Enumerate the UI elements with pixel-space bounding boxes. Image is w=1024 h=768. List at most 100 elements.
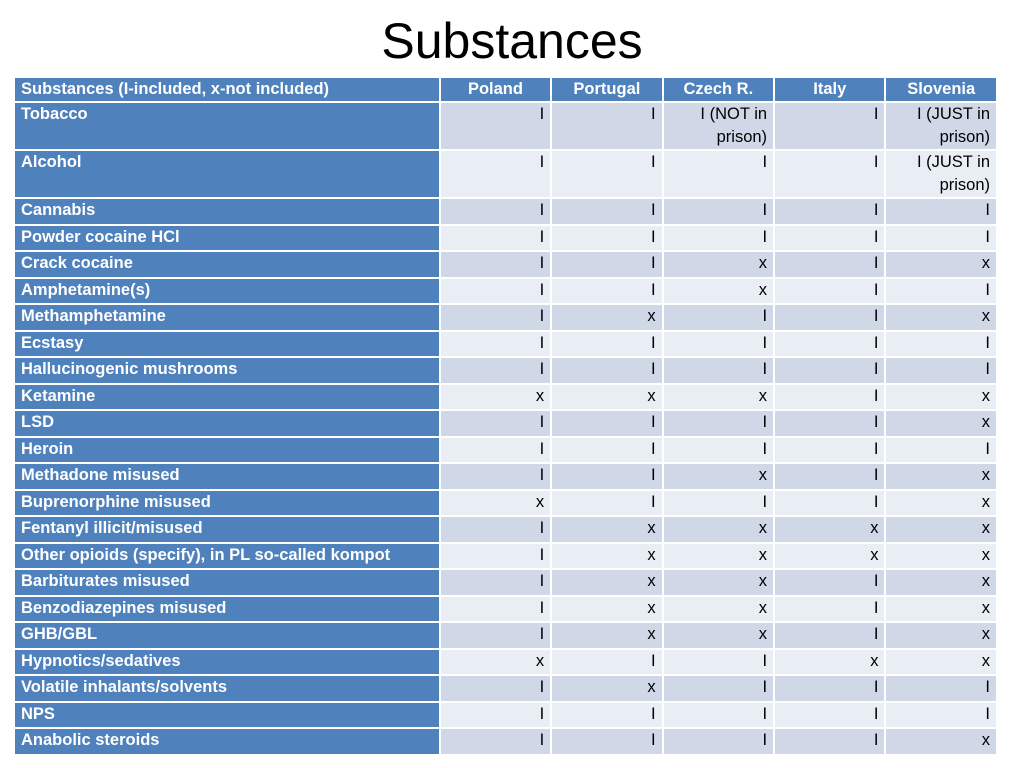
- row-label-substance: Methamphetamine: [15, 305, 439, 330]
- cell-poland: I: [440, 570, 551, 595]
- cell-portugal: I: [552, 729, 662, 754]
- table-row: Tobacco I I I (NOT in prison) I I (JUST in pr…: [15, 103, 996, 149]
- table-row: Ecstasy I I I I I: [15, 331, 996, 356]
- cell-czech: x: [663, 517, 774, 542]
- row-label-substance: Hallucinogenic mushrooms: [15, 358, 439, 383]
- row-label-substance: Ecstasy: [15, 331, 439, 356]
- cell-slovenia: x: [886, 570, 996, 595]
- cell-italy: x: [775, 543, 885, 568]
- cell-portugal: I: [552, 151, 662, 197]
- cell-poland: I: [440, 411, 551, 436]
- cell-poland: I: [440, 702, 551, 727]
- cell-italy: I: [775, 199, 885, 224]
- cell-italy: I: [775, 103, 885, 149]
- cell-slovenia: I: [886, 437, 996, 462]
- cell-italy: I: [775, 411, 885, 436]
- cell-czech: x: [663, 543, 774, 568]
- table-body: Tobacco I I I (NOT in prison) I I (JUST in pr…: [15, 103, 996, 754]
- cell-slovenia: x: [886, 649, 996, 674]
- cell-czech: I: [663, 225, 774, 250]
- row-label-substance: Buprenorphine misused: [15, 490, 439, 515]
- row-label-substance: Heroin: [15, 437, 439, 462]
- row-label-substance: Crack cocaine: [15, 252, 439, 277]
- row-label-substance: Benzodiazepines misused: [15, 596, 439, 621]
- column-header-portugal: Portugal: [552, 78, 662, 101]
- table-header: Substances (I-included, x-not included) …: [15, 78, 996, 101]
- table-row: Powder cocaine HCl I I I I I: [15, 225, 996, 250]
- cell-italy: I: [775, 702, 885, 727]
- cell-slovenia: x: [886, 729, 996, 754]
- cell-italy: I: [775, 623, 885, 648]
- cell-italy: I: [775, 225, 885, 250]
- cell-czech: I: [663, 490, 774, 515]
- cell-poland: x: [440, 649, 551, 674]
- cell-czech: I: [663, 437, 774, 462]
- cell-poland: I: [440, 464, 551, 489]
- cell-italy: I: [775, 464, 885, 489]
- cell-czech: I: [663, 199, 774, 224]
- cell-portugal: I: [552, 225, 662, 250]
- cell-poland: I: [440, 676, 551, 701]
- cell-poland: I: [440, 252, 551, 277]
- row-label-substance: Powder cocaine HCl: [15, 225, 439, 250]
- column-header-slovenia: Slovenia: [886, 78, 996, 101]
- cell-slovenia: x: [886, 596, 996, 621]
- table-row: Heroin I I I I I: [15, 437, 996, 462]
- cell-portugal: I: [552, 464, 662, 489]
- cell-portugal: x: [552, 517, 662, 542]
- cell-poland: I: [440, 278, 551, 303]
- row-label-substance: Barbiturates misused: [15, 570, 439, 595]
- cell-poland: I: [440, 596, 551, 621]
- cell-portugal: I: [552, 411, 662, 436]
- row-label-substance: Cannabis: [15, 199, 439, 224]
- cell-italy: I: [775, 437, 885, 462]
- cell-slovenia: I: [886, 358, 996, 383]
- table-row: Alcohol I I I I I (JUST in prison): [15, 151, 996, 197]
- cell-poland: I: [440, 305, 551, 330]
- cell-portugal: I: [552, 331, 662, 356]
- row-label-substance: NPS: [15, 702, 439, 727]
- table-row: NPS I I I I I: [15, 702, 996, 727]
- cell-poland: x: [440, 384, 551, 409]
- cell-slovenia: I: [886, 199, 996, 224]
- cell-czech: I: [663, 358, 774, 383]
- cell-poland: I: [440, 103, 551, 149]
- cell-portugal: I: [552, 490, 662, 515]
- cell-slovenia: x: [886, 305, 996, 330]
- cell-poland: I: [440, 543, 551, 568]
- cell-czech: x: [663, 252, 774, 277]
- row-label-substance: Tobacco: [15, 103, 439, 149]
- cell-slovenia: x: [886, 252, 996, 277]
- cell-slovenia: x: [886, 384, 996, 409]
- cell-portugal: I: [552, 278, 662, 303]
- cell-portugal: I: [552, 252, 662, 277]
- cell-czech: x: [663, 570, 774, 595]
- table-row: Hallucinogenic mushrooms I I I I I: [15, 358, 996, 383]
- cell-poland: I: [440, 358, 551, 383]
- header-row: Substances (I-included, x-not included) …: [15, 78, 996, 101]
- cell-slovenia: x: [886, 543, 996, 568]
- cell-poland: I: [440, 729, 551, 754]
- cell-slovenia: I (JUST in prison): [886, 103, 996, 149]
- cell-czech: I: [663, 676, 774, 701]
- table-row: Other opioids (specify), in PL so-called…: [15, 543, 996, 568]
- row-label-substance: Hypnotics/sedatives: [15, 649, 439, 674]
- cell-italy: x: [775, 517, 885, 542]
- cell-slovenia: I: [886, 676, 996, 701]
- column-header-italy: Italy: [775, 78, 885, 101]
- row-label-substance: Alcohol: [15, 151, 439, 197]
- cell-slovenia: I: [886, 702, 996, 727]
- cell-portugal: I: [552, 437, 662, 462]
- cell-portugal: x: [552, 676, 662, 701]
- cell-slovenia: x: [886, 411, 996, 436]
- cell-slovenia: x: [886, 464, 996, 489]
